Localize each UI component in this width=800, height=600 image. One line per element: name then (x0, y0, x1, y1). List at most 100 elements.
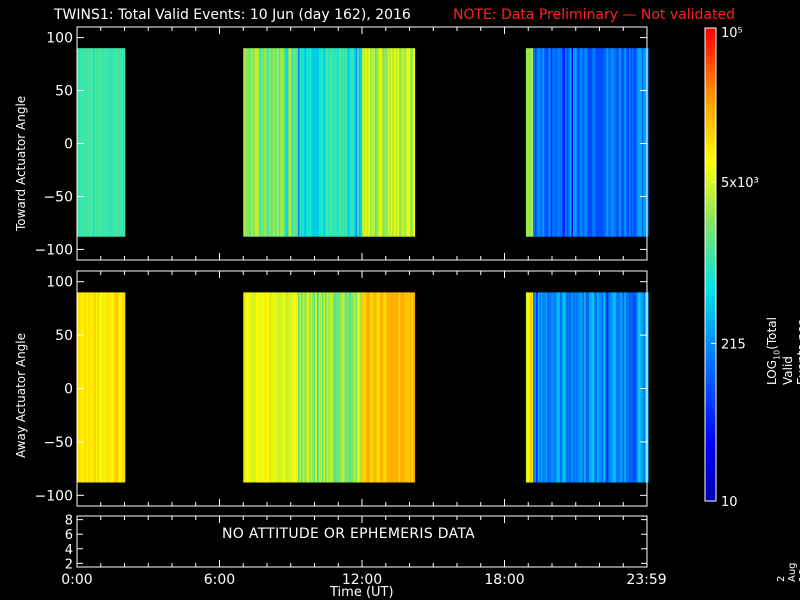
heatmap-column (333, 292, 335, 483)
heatmap-column (600, 48, 603, 237)
colorbar-swatch (705, 430, 716, 435)
colorbar-swatch (705, 102, 716, 108)
heatmap-column (608, 292, 611, 483)
heatmap-column (299, 48, 302, 237)
heatmap-column (363, 48, 366, 237)
colorbar-swatch (705, 71, 716, 76)
colorbar-swatch (705, 98, 716, 104)
heatmap-column (410, 48, 412, 237)
heatmap-column (360, 292, 363, 483)
heatmap-column (606, 48, 609, 237)
heatmap-column (637, 292, 639, 483)
y-tick-label: 8 (65, 514, 73, 529)
heatmap-column (320, 48, 323, 237)
colorbar-swatch (705, 256, 716, 262)
colorbar-swatch (705, 493, 716, 498)
colorbar-swatch (705, 406, 716, 411)
colorbar-swatch (705, 426, 716, 431)
heatmap-column (590, 292, 593, 483)
heatmap-column (105, 48, 108, 237)
heatmap-column (118, 48, 121, 237)
heatmap-column (593, 48, 596, 237)
heatmap-column (576, 292, 579, 483)
heatmap-column (297, 292, 300, 483)
heatmap-column (248, 48, 250, 237)
heatmap-column (101, 292, 103, 483)
colorbar-swatch (705, 489, 716, 494)
colorbar-swatch (705, 252, 716, 258)
y-axis-label-toward: Toward Actuator Angle (14, 95, 28, 231)
heatmap-column (102, 48, 105, 237)
heatmap-column (545, 292, 548, 483)
heatmap-column (344, 292, 347, 483)
heatmap-column (275, 48, 278, 237)
heatmap-column (394, 48, 396, 237)
heatmap-column (337, 292, 340, 483)
heatmap-column (589, 292, 591, 483)
heatmap-column (555, 48, 558, 237)
y-axis-label-away: Away Actuator Angle (14, 332, 28, 458)
colorbar-swatch (705, 449, 716, 455)
colorbar-swatch (705, 158, 716, 163)
y-tick-label: −100 (35, 242, 73, 258)
heatmap-column (598, 48, 601, 237)
colorbar-swatch (705, 165, 716, 171)
heatmap-column (77, 292, 79, 483)
heatmap-column (579, 292, 582, 483)
heatmap-column (374, 292, 377, 483)
preliminary-note: NOTE: Data Preliminary — Not validated (453, 7, 735, 23)
heatmap-column (341, 48, 343, 237)
heatmap-column (643, 292, 646, 483)
heatmap-column (390, 48, 393, 237)
y-tick-label: 100 (46, 31, 73, 47)
heatmap-column (358, 48, 361, 237)
heatmap-column (530, 292, 533, 483)
heatmap-column (345, 48, 348, 237)
heatmap-column (358, 292, 361, 483)
colorbar-swatch (705, 319, 716, 325)
heatmap-column (99, 292, 102, 483)
heatmap-column (557, 292, 559, 483)
heatmap-column (571, 292, 574, 483)
colorbar-swatch (705, 173, 716, 179)
heatmap-column (284, 48, 287, 237)
colorbar-swatch (705, 457, 716, 463)
colorbar-swatch (705, 169, 716, 175)
heatmap-column (633, 48, 636, 237)
colorbar-swatch (705, 181, 716, 187)
heatmap-column (611, 48, 614, 237)
heatmap-column (408, 48, 411, 237)
heatmap-column (112, 292, 115, 483)
data-segment (525, 48, 535, 237)
heatmap-column (558, 292, 561, 483)
heatmap-column (280, 48, 282, 237)
colorbar-swatch (705, 268, 716, 273)
heatmap-column (381, 292, 384, 483)
colorbar-swatch (705, 91, 716, 96)
heatmap-column (622, 48, 625, 237)
heatmap-column (574, 48, 577, 237)
heatmap-column (603, 292, 606, 483)
heatmap-column (302, 292, 305, 483)
heatmap-column (544, 48, 547, 237)
heatmap-column (328, 292, 331, 483)
heatmap-column (256, 292, 258, 483)
heatmap-column (320, 292, 323, 483)
heatmap-column (629, 292, 631, 483)
heatmap-column (117, 292, 119, 483)
heatmap-column (533, 48, 535, 237)
heatmap-column (638, 48, 641, 237)
heatmap-column (326, 48, 329, 237)
heatmap-column (536, 48, 539, 237)
heatmap-column (592, 48, 595, 237)
colorbar: 10 215 5x10³ 10⁵ (704, 26, 759, 510)
heatmap-column (630, 292, 633, 483)
heatmap-column (386, 48, 388, 237)
colorbar-swatch (705, 146, 716, 151)
heatmap-panel-away: −100 −50 0 50 100 (35, 270, 649, 507)
colorbar-swatch (705, 213, 716, 218)
heatmap-column (325, 48, 327, 237)
heatmap-column (296, 292, 298, 483)
heatmap-column (333, 48, 335, 237)
heatmap-column (527, 292, 530, 483)
